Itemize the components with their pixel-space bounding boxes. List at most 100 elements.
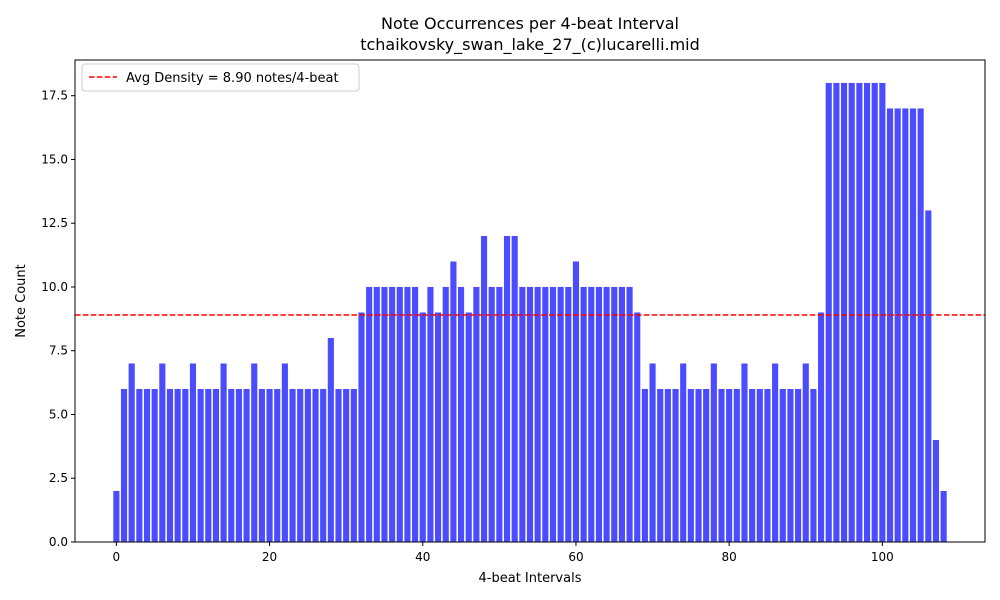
bar [197, 388, 204, 542]
bar [764, 388, 771, 542]
bar [779, 388, 786, 542]
y-tick-label: 2.5 [49, 471, 68, 485]
x-tick-label: 0 [113, 550, 121, 564]
bar [511, 235, 518, 542]
bar [595, 286, 603, 542]
x-tick-label: 100 [871, 550, 894, 564]
bar [159, 363, 166, 542]
bar [189, 363, 197, 542]
bar [496, 286, 503, 542]
bar [350, 388, 357, 542]
bar [235, 388, 242, 542]
x-axis: 0 20 40 60 80 100 [113, 542, 894, 564]
bar [297, 388, 304, 542]
bar [825, 82, 832, 542]
bar [128, 363, 135, 542]
legend-box [81, 63, 360, 92]
bar [143, 388, 151, 542]
bar [396, 286, 403, 542]
bar [304, 388, 311, 542]
bar [626, 286, 633, 542]
bar [634, 312, 641, 542]
bar [205, 388, 212, 542]
bar [856, 82, 863, 542]
y-axis: 0.0 2.5 5.0 7.5 10.0 12.5 15.0 17.5 [41, 89, 75, 549]
bar [312, 388, 319, 542]
bar [457, 286, 465, 542]
bar [871, 82, 878, 542]
bar [366, 286, 373, 542]
bar [618, 286, 625, 542]
bar [818, 312, 825, 542]
y-tick-label: 10.0 [41, 280, 68, 294]
y-tick-label: 15.0 [41, 152, 68, 166]
bar [373, 286, 380, 542]
bar [212, 388, 220, 542]
bar [488, 286, 495, 542]
bar [672, 388, 679, 542]
bar [335, 388, 342, 542]
chart-subtitle: tchaikovsky_swan_lake_27_(c)lucarelli.mi… [360, 35, 700, 55]
y-axis-label: Note Count [14, 264, 29, 338]
bar [289, 388, 296, 542]
y-tick-label: 12.5 [41, 216, 68, 230]
bar [120, 388, 128, 542]
bar [795, 388, 802, 542]
bar [166, 388, 174, 542]
bar [381, 286, 388, 542]
bar [580, 286, 587, 542]
x-tick-label: 80 [722, 550, 737, 564]
bar [572, 261, 580, 542]
bar [182, 388, 189, 542]
bar [909, 108, 917, 543]
bar [427, 286, 434, 542]
bar [863, 82, 871, 542]
bar [220, 363, 227, 542]
bar [833, 82, 840, 542]
bar [611, 286, 618, 542]
bar [473, 286, 480, 542]
chart-title: Note Occurrences per 4-beat Interval [381, 14, 679, 33]
bar [136, 388, 143, 542]
bar [343, 388, 350, 542]
bar [389, 286, 396, 542]
bar [113, 490, 120, 542]
x-tick-label: 60 [568, 550, 583, 564]
bar [756, 388, 763, 542]
legend-label: Avg Density = 8.90 notes/4-beat [126, 71, 339, 86]
bar [741, 363, 748, 542]
bar [450, 261, 457, 542]
bar [886, 108, 894, 543]
bar [925, 210, 932, 542]
bar [718, 388, 725, 542]
bar [772, 363, 779, 542]
bar [726, 388, 733, 542]
bar [603, 286, 610, 542]
bar [435, 312, 442, 542]
bar [664, 388, 671, 542]
y-tick-label: 5.0 [49, 407, 68, 421]
bar-series [113, 82, 947, 543]
bar [465, 312, 472, 542]
bar [251, 363, 258, 542]
bar [557, 286, 564, 542]
bar [787, 388, 794, 542]
bar [549, 286, 557, 542]
bar [419, 312, 426, 542]
bar [733, 388, 740, 542]
y-tick-label: 7.5 [49, 344, 68, 358]
bar [534, 286, 541, 542]
bar [802, 363, 809, 542]
bar [503, 235, 511, 542]
bar [703, 388, 710, 542]
x-tick-label: 20 [262, 550, 277, 564]
bar [848, 82, 855, 542]
y-tick-label: 17.5 [41, 89, 68, 103]
bar [358, 312, 365, 542]
bar [894, 108, 901, 543]
bar [228, 388, 235, 542]
bar [588, 286, 595, 542]
bar [917, 108, 924, 543]
bar [243, 388, 250, 542]
